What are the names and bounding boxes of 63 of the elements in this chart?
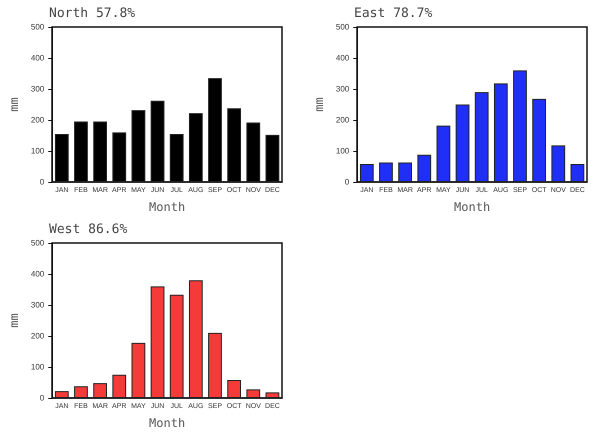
bar [532, 98, 546, 182]
bar [227, 108, 242, 182]
bar [150, 100, 164, 182]
y-tick-label: 200 [336, 116, 350, 124]
y-tick-label: 0 [40, 394, 45, 402]
bar [436, 126, 450, 182]
bar [112, 132, 126, 182]
y-tick-label: 500 [336, 22, 350, 32]
bar [246, 122, 260, 182]
bar [379, 162, 393, 182]
y-tick-label: 300 [30, 300, 45, 310]
y-tick-label: 300 [336, 84, 350, 94]
bar [266, 134, 280, 182]
bar [474, 92, 489, 182]
bar [132, 110, 146, 182]
bar [456, 104, 470, 182]
bar [227, 380, 242, 398]
bar [54, 391, 69, 398]
bar [208, 78, 222, 182]
y-tick-label: 0 [40, 178, 45, 186]
y-tick-label: 500 [30, 238, 45, 248]
bar [188, 113, 203, 182]
bar [150, 286, 164, 398]
bar [93, 122, 108, 182]
bar [551, 145, 566, 182]
bar [112, 374, 126, 398]
bar [74, 122, 88, 182]
y-tick-label: 200 [30, 116, 45, 124]
y-tick-label: 300 [30, 84, 45, 94]
y-tick-label: 100 [30, 146, 45, 156]
y-tick-label: 0 [344, 178, 350, 186]
bar [188, 280, 203, 398]
bar [74, 386, 88, 398]
bar [208, 332, 222, 398]
bar [360, 164, 374, 182]
y-tick-label: 400 [30, 54, 45, 62]
y-tick-label: 100 [30, 362, 45, 372]
bar [417, 154, 432, 182]
bar [54, 134, 69, 182]
y-tick-label: 400 [30, 270, 45, 278]
y-axis-title: mm [312, 97, 326, 112]
x-axis-title: Month [149, 200, 186, 214]
chart-title: North 57.8% [49, 6, 136, 21]
chart-title: West 86.6% [49, 222, 128, 237]
y-tick-label: 400 [336, 54, 350, 62]
bar [570, 164, 584, 182]
bar [170, 294, 184, 398]
bar [398, 162, 412, 182]
bar [494, 83, 508, 182]
y-axis-title: mm [7, 313, 21, 328]
bar [266, 392, 280, 398]
x-axis-title: Month [149, 416, 186, 430]
x-axis-title: Month [454, 200, 490, 214]
chart-title: East 78.7% [354, 6, 432, 21]
bar [93, 383, 108, 398]
bar [513, 70, 527, 182]
y-axis-title: mm [7, 97, 21, 112]
bar [132, 342, 146, 398]
bar [246, 389, 260, 398]
y-tick-label: 200 [30, 332, 45, 340]
bar [170, 134, 184, 182]
y-tick-label: 500 [30, 22, 45, 32]
y-tick-label: 100 [336, 146, 350, 156]
